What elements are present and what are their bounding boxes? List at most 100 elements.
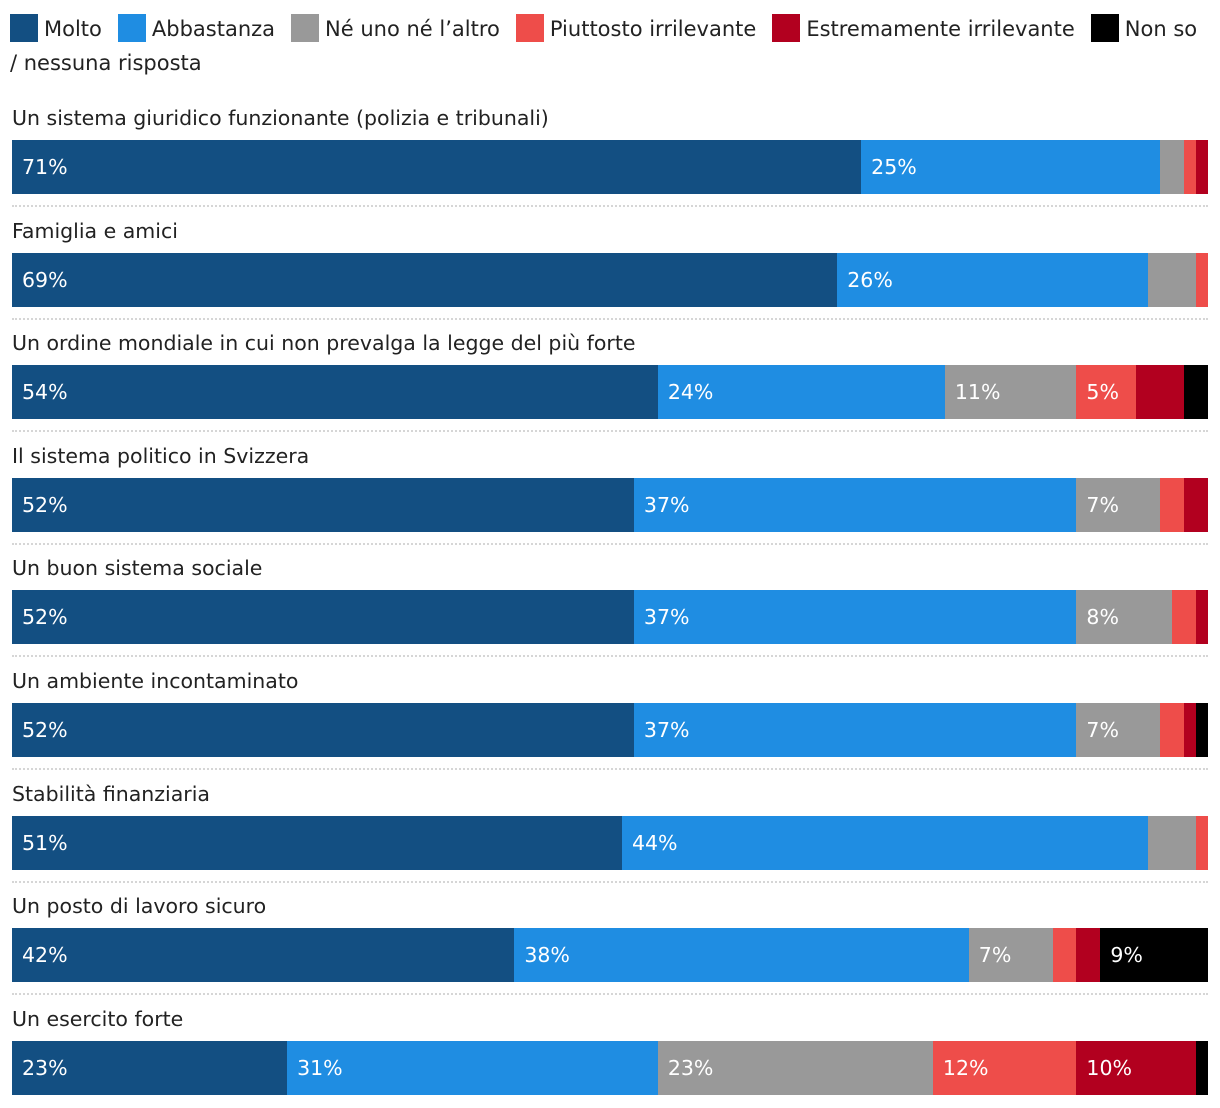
bar-row: Un buon sistema sociale 52% 37% 8% bbox=[12, 554, 1208, 645]
data-label: 51% bbox=[22, 830, 68, 855]
data-label: 37% bbox=[643, 605, 690, 630]
bar-segment: 52% bbox=[12, 703, 634, 757]
bar-segment bbox=[1184, 703, 1196, 757]
data-label: 7% bbox=[1086, 718, 1119, 742]
bar-segment: 5% bbox=[1076, 365, 1137, 420]
legend-swatch bbox=[117, 14, 146, 42]
row-divider bbox=[12, 542, 1208, 545]
legend-item: Estremamente irrilevante bbox=[772, 14, 1075, 42]
category-label: Un ordine mondiale in cui non prevalga l… bbox=[12, 331, 636, 356]
row-divider bbox=[12, 655, 1208, 658]
row-divider bbox=[12, 768, 1208, 770]
bar-row: Un posto di lavoro sicuro 42% 38% 7% 9% bbox=[12, 892, 1208, 983]
bar-segment bbox=[1160, 477, 1185, 532]
bar-segment: 37% bbox=[633, 477, 1077, 532]
data-label: 7% bbox=[1086, 492, 1119, 517]
category-label: Un sistema giuridico funzionante (polizi… bbox=[12, 106, 549, 130]
bar-segment bbox=[1184, 365, 1208, 420]
row-divider bbox=[12, 205, 1208, 207]
bar-row: Un ambiente incontaminato 52% 37% 7% bbox=[12, 667, 1208, 757]
legend-swatch bbox=[515, 14, 544, 42]
data-label: 23% bbox=[22, 1055, 68, 1080]
data-label: 24% bbox=[667, 380, 714, 405]
legend-swatch bbox=[291, 14, 320, 42]
bar-segment: 25% bbox=[861, 140, 1161, 194]
bar-segment: 8% bbox=[1076, 590, 1173, 645]
bar-segment bbox=[1196, 1040, 1208, 1095]
bar-segment bbox=[1196, 815, 1208, 870]
bar-segment bbox=[1196, 703, 1208, 757]
legend: Molto Abbastanza Né uno né l’altro Piuttost… bbox=[10, 12, 1200, 80]
bar-segment bbox=[1196, 590, 1208, 645]
bar-row: Un ordine mondiale in cui non prevalga l… bbox=[12, 329, 1208, 420]
bar-segment bbox=[1196, 252, 1208, 307]
data-label: 44% bbox=[631, 830, 678, 855]
row-divider bbox=[12, 880, 1208, 883]
data-label: 12% bbox=[942, 1055, 989, 1080]
data-label: 52% bbox=[22, 492, 68, 517]
data-label: 11% bbox=[954, 380, 1001, 405]
category-label: Stabilità finanziaria bbox=[12, 781, 210, 806]
category-label: Un posto di lavoro sicuro bbox=[12, 894, 267, 919]
bar-segment: 9% bbox=[1100, 928, 1208, 983]
bar-segment: 7% bbox=[968, 928, 1053, 983]
bar-segment bbox=[1184, 477, 1208, 532]
bar-segment: 23% bbox=[12, 1040, 288, 1095]
bar-segment bbox=[1184, 140, 1197, 194]
legend-label: Non so / nessuna risposta bbox=[10, 17, 1198, 75]
data-label: 9% bbox=[1110, 943, 1143, 968]
data-label: 38% bbox=[524, 943, 570, 968]
data-label: 8% bbox=[1086, 605, 1119, 630]
bar-segment bbox=[1148, 815, 1197, 870]
stacked-bar: 69% 26% bbox=[12, 252, 1208, 307]
data-label: 31% bbox=[297, 1055, 343, 1080]
bar-segment: 7% bbox=[1076, 703, 1161, 757]
category-label: Un buon sistema sociale bbox=[12, 556, 263, 581]
stacked-bar: 71% 25% bbox=[12, 140, 1208, 194]
legend-item: Molto bbox=[10, 14, 102, 42]
bar-segment: 23% bbox=[657, 1040, 933, 1095]
bar-segment: 37% bbox=[633, 590, 1077, 645]
legend-item: Piuttosto irrilevante bbox=[515, 14, 756, 42]
data-label: 10% bbox=[1086, 1055, 1132, 1080]
data-label: 5% bbox=[1086, 380, 1119, 405]
stacked-bar: 51% 44% bbox=[12, 815, 1208, 870]
bar-segment: 44% bbox=[621, 815, 1149, 870]
data-label: 37% bbox=[643, 492, 690, 517]
bar-row: Un esercito forte 23% 31% 23% 12% 10% bbox=[12, 1005, 1208, 1095]
bar-segment bbox=[1076, 928, 1101, 983]
legend-swatch bbox=[10, 14, 38, 42]
category-label: Un ambiente incontaminato bbox=[12, 669, 299, 693]
legend-item: Non so / nessuna risposta bbox=[10, 14, 1198, 75]
row-divider bbox=[12, 317, 1208, 320]
bar-segment: 7% bbox=[1076, 477, 1161, 532]
category-label: Famiglia e amici bbox=[12, 218, 178, 243]
bar-segment bbox=[1136, 365, 1185, 420]
bar-segment: 51% bbox=[12, 815, 622, 870]
legend-item: Abbastanza bbox=[117, 14, 276, 42]
legend-label: Né uno né l’altro bbox=[325, 17, 500, 41]
legend-label: Molto bbox=[44, 17, 102, 41]
legend-label: Abbastanza bbox=[151, 17, 276, 41]
data-label: 71% bbox=[22, 155, 68, 179]
bar-segment: 69% bbox=[12, 252, 838, 307]
bar-segment: 31% bbox=[287, 1040, 658, 1095]
bar-segment: 37% bbox=[633, 703, 1077, 757]
bar-segment bbox=[1148, 252, 1197, 307]
bar-segment: 11% bbox=[944, 365, 1077, 420]
stacked-bar: 52% 37% 8% bbox=[12, 590, 1208, 645]
bar-segment: 12% bbox=[932, 1040, 1077, 1095]
stacked-bar: 54% 24% 11% 5% bbox=[12, 365, 1208, 420]
row-divider bbox=[12, 993, 1208, 996]
bar-segment: 52% bbox=[12, 477, 634, 532]
data-label: 54% bbox=[22, 380, 68, 405]
data-label: 69% bbox=[22, 267, 68, 292]
category-label: Il sistema politico in Svizzera bbox=[12, 443, 310, 468]
stacked-bar: 23% 31% 23% 12% 10% bbox=[12, 1040, 1208, 1095]
bar-segment bbox=[1052, 928, 1077, 983]
bar-segment: 24% bbox=[657, 365, 945, 420]
bar-segment: 52% bbox=[12, 590, 634, 645]
stacked-bar: 52% 37% 7% bbox=[12, 703, 1208, 757]
bar-segment bbox=[1196, 140, 1208, 194]
